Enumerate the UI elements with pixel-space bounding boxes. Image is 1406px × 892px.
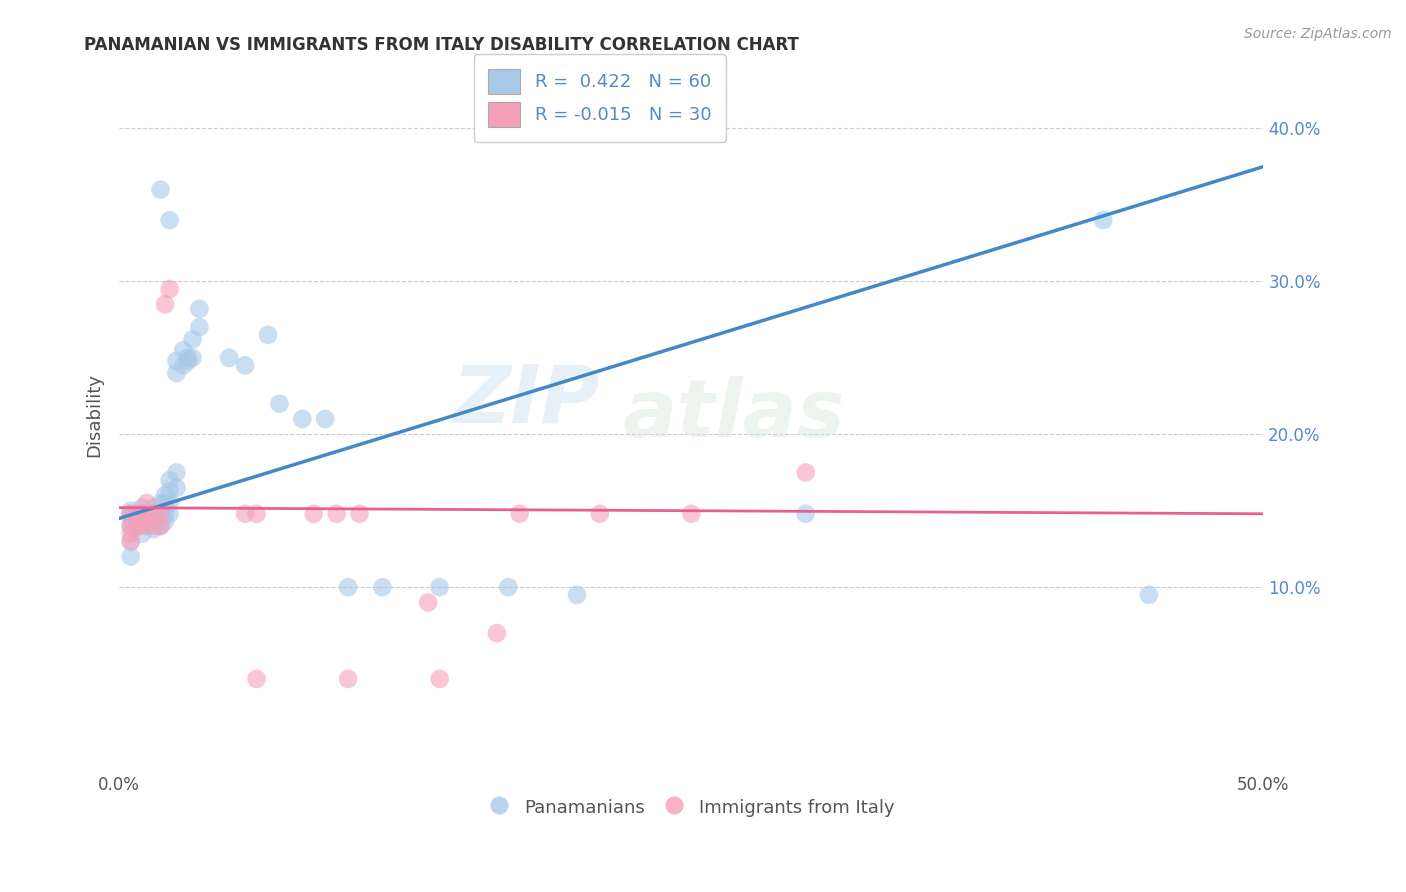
Point	[153, 488, 176, 502]
Point	[135, 507, 157, 521]
Point	[149, 507, 172, 521]
Point	[153, 507, 176, 521]
Point	[142, 507, 165, 521]
Point	[159, 213, 181, 227]
Point	[127, 507, 149, 521]
Point	[142, 507, 165, 521]
Point	[172, 343, 194, 358]
Point	[120, 534, 142, 549]
Point	[120, 526, 142, 541]
Point	[245, 672, 267, 686]
Point	[131, 507, 153, 521]
Point	[166, 366, 188, 380]
Point	[149, 507, 172, 521]
Point	[159, 483, 181, 498]
Point	[159, 282, 181, 296]
Point	[589, 507, 612, 521]
Legend: Panamanians, Immigrants from Italy: Panamanians, Immigrants from Italy	[481, 789, 901, 826]
Point	[149, 515, 172, 529]
Point	[135, 519, 157, 533]
Point	[302, 507, 325, 521]
Point	[159, 496, 181, 510]
Point	[142, 500, 165, 515]
Point	[233, 359, 256, 373]
Point	[153, 515, 176, 529]
Point	[166, 354, 188, 368]
Text: PANAMANIAN VS IMMIGRANTS FROM ITALY DISABILITY CORRELATION CHART: PANAMANIAN VS IMMIGRANTS FROM ITALY DISA…	[84, 36, 799, 54]
Point	[120, 519, 142, 533]
Point	[120, 507, 142, 521]
Point	[181, 333, 204, 347]
Point	[166, 481, 188, 495]
Point	[142, 522, 165, 536]
Point	[149, 183, 172, 197]
Point	[188, 320, 211, 334]
Point	[131, 511, 153, 525]
Point	[177, 354, 200, 368]
Point	[681, 507, 703, 521]
Point	[120, 504, 142, 518]
Point	[418, 595, 440, 609]
Point	[371, 580, 394, 594]
Point	[120, 534, 142, 549]
Point	[325, 507, 347, 521]
Point	[135, 515, 157, 529]
Point	[127, 515, 149, 529]
Point	[337, 672, 360, 686]
Point	[565, 588, 588, 602]
Point	[120, 511, 142, 525]
Point	[188, 301, 211, 316]
Point	[153, 496, 176, 510]
Text: ZIP: ZIP	[453, 362, 600, 440]
Point	[142, 519, 165, 533]
Point	[485, 626, 508, 640]
Point	[149, 496, 172, 510]
Point	[496, 580, 519, 594]
Point	[127, 519, 149, 533]
Text: Source: ZipAtlas.com: Source: ZipAtlas.com	[1244, 27, 1392, 41]
Point	[245, 507, 267, 521]
Point	[314, 412, 336, 426]
Point	[153, 297, 176, 311]
Point	[120, 549, 142, 564]
Point	[142, 515, 165, 529]
Point	[120, 519, 142, 533]
Point	[159, 473, 181, 487]
Point	[135, 496, 157, 510]
Point	[131, 526, 153, 541]
Point	[135, 511, 157, 525]
Point	[337, 580, 360, 594]
Point	[509, 507, 531, 521]
Point	[149, 519, 172, 533]
Point	[131, 500, 153, 515]
Point	[127, 519, 149, 533]
Point	[794, 466, 817, 480]
Point	[1137, 588, 1160, 602]
Point	[257, 327, 280, 342]
Point	[159, 507, 181, 521]
Text: atlas: atlas	[623, 376, 845, 454]
Point	[177, 351, 200, 365]
Point	[131, 507, 153, 521]
Point	[429, 672, 451, 686]
Point	[233, 507, 256, 521]
Point	[1092, 213, 1115, 227]
Point	[120, 507, 142, 521]
Point	[218, 351, 240, 365]
Y-axis label: Disability: Disability	[86, 373, 103, 457]
Point	[291, 412, 314, 426]
Point	[131, 519, 153, 533]
Point	[166, 466, 188, 480]
Point	[149, 519, 172, 533]
Point	[429, 580, 451, 594]
Point	[794, 507, 817, 521]
Point	[181, 351, 204, 365]
Point	[349, 507, 371, 521]
Point	[269, 397, 291, 411]
Point	[127, 507, 149, 521]
Point	[172, 359, 194, 373]
